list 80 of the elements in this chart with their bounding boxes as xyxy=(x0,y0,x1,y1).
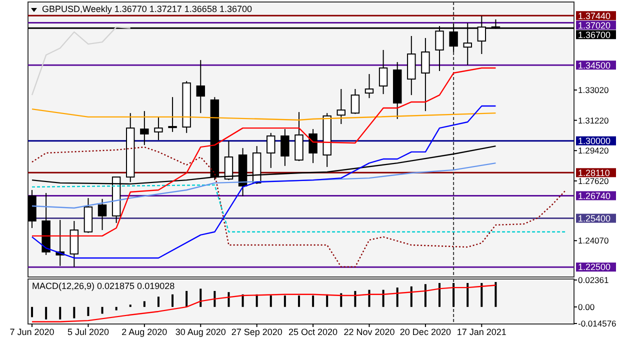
candlestick xyxy=(308,128,318,164)
ref-line-label: 1.37440 xyxy=(578,10,611,21)
bar xyxy=(143,301,146,307)
ref-line-label: 1.30000 xyxy=(578,136,611,146)
candlestick xyxy=(70,220,79,268)
line-series xyxy=(31,105,496,259)
ref-line-label: 1.34500 xyxy=(578,60,611,70)
x-tick-label: 2 Aug 2020 xyxy=(122,327,168,337)
ref-line-label: 1.37020 xyxy=(578,20,611,30)
candlestick xyxy=(280,128,290,166)
x-tick-label: 30 Aug 2020 xyxy=(175,327,226,337)
candlestick xyxy=(364,74,374,99)
line-series xyxy=(31,67,496,237)
candlestick xyxy=(266,132,276,168)
bar xyxy=(382,290,384,307)
candlestick xyxy=(350,88,360,114)
x-tick-label: 5 Jul 2020 xyxy=(67,327,109,337)
x-tick-label: 17 Jan 2021 xyxy=(456,327,506,337)
candlestick xyxy=(140,110,149,146)
ref-line-label: 1.28110 xyxy=(578,168,610,178)
bar xyxy=(59,306,62,320)
line-series xyxy=(31,284,496,322)
ref-line-label: 1.26740 xyxy=(578,190,611,201)
bar xyxy=(340,293,342,307)
bar xyxy=(298,296,300,307)
y-tick-label: 1.33020 xyxy=(578,84,609,95)
bar xyxy=(494,282,497,307)
bar xyxy=(87,306,90,316)
bar xyxy=(228,292,230,307)
x-tick-label: 27 Sep 2020 xyxy=(231,327,282,337)
bar xyxy=(438,282,441,307)
bar xyxy=(480,282,483,307)
candlestick xyxy=(98,198,107,231)
bar xyxy=(157,296,160,307)
bar xyxy=(186,290,188,307)
bar xyxy=(354,290,356,307)
candlestick xyxy=(336,88,346,125)
bar xyxy=(270,296,272,307)
y-tick-label: 1.24070 xyxy=(578,236,609,246)
x-tick-label: 7 Jun 2020 xyxy=(10,327,54,337)
x-tick-label: 22 Nov 2020 xyxy=(344,327,395,337)
ref-line-label: 1.36700 xyxy=(578,30,611,40)
bar xyxy=(242,294,244,307)
chart-title: MACD(12,26,9) 0.021875 0.019028 xyxy=(32,281,175,291)
ref-line-label: 1.22500 xyxy=(578,262,611,272)
line-series xyxy=(31,26,131,96)
line-series xyxy=(31,108,496,121)
bar xyxy=(312,296,314,307)
candlestick xyxy=(196,60,205,114)
bar xyxy=(45,306,48,320)
ref-line-label: 1.25400 xyxy=(578,213,611,224)
chart-title: GBPUSD,Weekly 1.36770 1.37217 1.36658 1.36700 xyxy=(42,4,252,14)
bar xyxy=(31,306,34,318)
bar xyxy=(368,290,370,307)
bar xyxy=(73,306,76,318)
y-tick-label: 1.27620 xyxy=(578,176,609,186)
candlestick xyxy=(168,96,177,132)
bar xyxy=(466,282,469,307)
candlestick xyxy=(154,116,163,141)
bar xyxy=(424,284,426,307)
candlestick xyxy=(421,38,430,112)
bar xyxy=(172,294,174,307)
x-tick-label: 20 Dec 2020 xyxy=(400,327,451,337)
x-tick-label: 25 Oct 2020 xyxy=(288,327,338,337)
y-tick-label: 0.02361 xyxy=(578,274,609,285)
bar xyxy=(326,294,328,307)
y-tick-label: 1.31220 xyxy=(578,115,609,126)
bar xyxy=(452,282,455,307)
line-series xyxy=(31,146,567,268)
y-tick-label: 1.29420 xyxy=(578,146,609,156)
bar xyxy=(115,306,118,310)
bar xyxy=(200,288,202,307)
bar xyxy=(284,296,286,307)
y-tick-label: 0.00 xyxy=(578,302,595,312)
bar xyxy=(410,286,412,307)
bar xyxy=(214,290,216,307)
bar xyxy=(101,306,104,314)
bar xyxy=(396,288,398,307)
candlestick xyxy=(378,49,388,95)
y-tick-label: -0.014576 xyxy=(578,318,617,328)
